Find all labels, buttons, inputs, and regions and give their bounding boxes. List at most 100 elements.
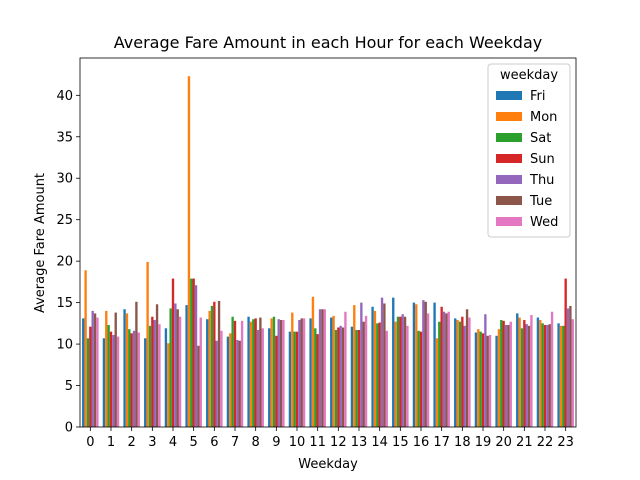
bar-tue-3 [155,304,159,427]
bar-fri-13 [350,326,354,427]
bar-mon-3 [146,261,149,427]
y-axis-label: Average Fare Amount [33,173,48,313]
bar-sat-17 [438,321,441,427]
bar-sat-13 [355,329,358,427]
bar-sun-18 [461,316,464,427]
bar-fri-22 [536,317,540,427]
bar-sat-7 [231,316,234,427]
bar-mon-19 [477,329,480,427]
bar-wed-1 [116,336,120,427]
bar-sat-6 [210,305,214,427]
bar-thu-16 [422,300,425,427]
x-axis-label: Weekday [298,457,358,472]
x-tick-label: 14 [371,435,388,450]
bar-thu-18 [463,325,466,427]
bar-sun-9 [275,335,278,427]
bar-sat-10 [293,331,296,427]
bar-mon-2 [125,313,129,427]
bar-thu-7 [236,339,239,427]
bar-wed-7 [240,320,244,427]
bar-mon-1 [105,310,108,427]
bar-sat-5 [190,278,193,427]
bar-fri-21 [516,313,519,427]
x-tick-label: 0 [86,435,94,450]
bar-tue-9 [279,320,283,427]
bar-wed-18 [468,317,471,427]
bar-fri-12 [330,317,333,427]
bar-thu-17 [442,311,446,427]
bar-tue-21 [527,325,531,427]
bar-mon-6 [208,310,211,427]
x-tick-label: 6 [210,435,218,450]
bar-sat-1 [107,325,110,427]
bar-mon-13 [353,305,356,427]
bar-thu-23 [566,308,570,427]
bar-sun-8 [254,318,257,427]
bar-fri-5 [185,305,188,427]
bar-tue-18 [465,309,469,427]
bar-thu-1 [112,334,115,427]
y-tick-label: 5 [65,379,73,394]
bar-sat-2 [128,329,131,427]
bar-thu-8 [256,329,260,427]
bar-thu-10 [298,320,301,427]
bar-mon-12 [332,315,335,427]
bar-tue-12 [341,327,345,427]
y-tick-label: 15 [56,296,73,311]
bar-sun-0 [89,326,92,427]
bar-sun-1 [109,331,113,427]
bar-sun-12 [337,327,340,427]
bar-wed-15 [406,325,409,427]
bar-mon-9 [270,318,273,427]
bar-thu-12 [339,325,342,427]
bar-sat-16 [417,330,420,427]
x-tick-label: 15 [392,435,409,450]
x-tick-label: 2 [128,435,136,450]
legend-box [487,63,571,238]
bar-mon-0 [84,270,87,427]
bar-thu-21 [525,324,528,427]
bar-tue-11 [321,309,324,427]
bar-tue-1 [114,312,117,427]
bar-tue-4 [176,309,179,427]
x-tick-label: 13 [351,435,368,450]
bar-wed-22 [550,311,554,427]
bar-fri-0 [82,318,85,427]
bar-fri-1 [102,338,106,427]
x-tick-label: 10 [289,435,306,450]
bar-tue-23 [569,305,572,427]
bar-wed-2 [137,332,140,427]
legend-swatch-wed [496,217,522,226]
bar-sun-13 [357,329,361,427]
bar-thu-0 [91,310,94,427]
x-tick-label: 22 [537,435,554,450]
y-tick-label: 0 [65,421,73,436]
bar-sun-7 [233,320,237,427]
bar-wed-14 [385,330,388,427]
bar-thu-5 [194,285,198,427]
legend-swatch-mon [496,112,522,121]
bar-tue-0 [93,313,97,427]
bar-mon-8 [249,321,253,427]
bar-thu-11 [318,309,322,427]
x-tick-label: 1 [107,435,115,450]
legend-swatch-fri [496,91,522,100]
legend-label-tue: Tue [529,194,552,209]
bar-wed-3 [158,324,161,427]
bar-fri-23 [557,323,560,427]
legend-title: weekday [500,68,558,83]
bar-tue-10 [300,318,303,427]
bar-sat-14 [376,323,379,427]
bar-sat-12 [334,329,338,427]
x-tick-label: 8 [252,435,260,450]
y-tick-label: 40 [56,89,73,104]
bar-fri-8 [247,316,250,427]
bar-tue-5 [197,345,200,427]
bar-sat-0 [86,338,90,427]
bar-thu-20 [504,325,508,427]
x-tick-label: 23 [557,435,574,450]
legend: weekday Fri Mon Sat Sun Thu Tue Wed [487,63,571,238]
bar-sat-21 [520,328,524,427]
bar-fri-10 [288,331,292,427]
bar-sun-23 [564,278,567,427]
